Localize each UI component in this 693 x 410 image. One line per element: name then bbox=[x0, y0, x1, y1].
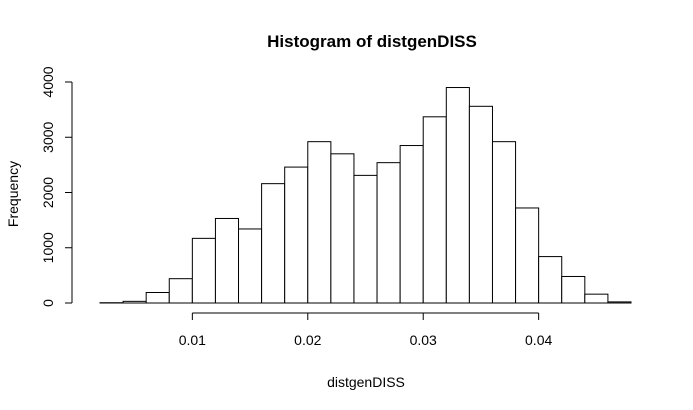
histogram-bar bbox=[376, 162, 401, 304]
histogram-bar bbox=[607, 301, 632, 304]
histogram-bar bbox=[122, 300, 147, 304]
histogram-bar bbox=[445, 87, 470, 304]
x-tick-label: 0.04 bbox=[525, 332, 552, 348]
x-tick-label: 0.01 bbox=[179, 332, 206, 348]
histogram-bar bbox=[261, 183, 286, 304]
histogram-bar bbox=[422, 116, 447, 304]
y-tick-label: 2000 bbox=[40, 177, 56, 208]
y-tick-label: 3000 bbox=[40, 121, 56, 152]
y-axis-label: Frequency bbox=[5, 161, 21, 227]
x-tick-label: 0.02 bbox=[294, 332, 321, 348]
histogram-bar bbox=[584, 293, 609, 304]
y-tick-label: 0 bbox=[40, 299, 56, 307]
histogram-bar bbox=[515, 207, 540, 304]
histogram-bar bbox=[399, 145, 424, 304]
y-tick-label: 1000 bbox=[40, 232, 56, 263]
histogram-bar bbox=[145, 292, 170, 304]
histogram-bar bbox=[238, 228, 263, 304]
histogram-bar bbox=[468, 105, 493, 304]
y-tick-label: 4000 bbox=[40, 66, 56, 97]
histogram-bar bbox=[561, 275, 586, 304]
histogram-bar bbox=[538, 256, 563, 304]
histogram-bar bbox=[491, 141, 517, 304]
y-axis: 0 1000 2000 3000 4000 bbox=[40, 66, 73, 307]
histogram-bar bbox=[168, 278, 193, 304]
histogram-bar bbox=[353, 174, 378, 304]
histogram-bar bbox=[284, 166, 309, 304]
histogram-bar bbox=[330, 153, 355, 304]
bars bbox=[99, 87, 632, 304]
histogram-bar bbox=[214, 217, 240, 304]
x-axis-label: distgenDISS bbox=[327, 374, 405, 390]
histogram-bar bbox=[191, 237, 216, 304]
x-tick-label: 0.03 bbox=[410, 332, 437, 348]
x-axis: 0.01 0.02 0.03 0.04 bbox=[179, 312, 552, 348]
chart-title: Histogram of distgenDISS bbox=[267, 32, 477, 51]
histogram-bar bbox=[307, 141, 332, 304]
